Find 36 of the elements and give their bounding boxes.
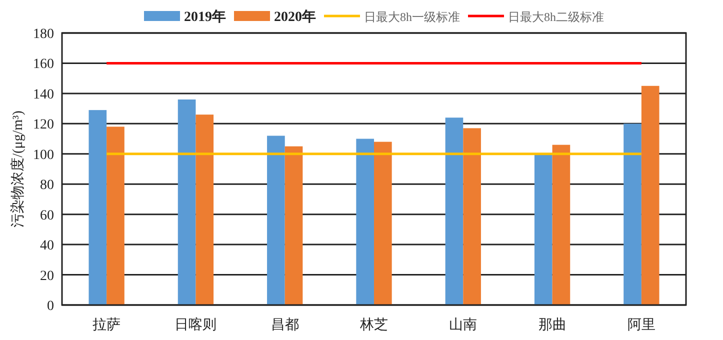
y-tick-label: 180 <box>33 27 54 42</box>
y-tick-label: 40 <box>40 238 54 254</box>
x-tick-label: 阿里 <box>627 318 656 333</box>
x-tick-label: 拉萨 <box>92 317 121 333</box>
bar <box>463 128 481 305</box>
legend-label: 日最大8h二级标准 <box>508 10 604 24</box>
x-tick-label: 昌都 <box>270 317 299 333</box>
bar <box>552 144 570 305</box>
y-axis-title: 污染物浓度/(μg/m³) <box>10 110 26 228</box>
x-tick-label: 山南 <box>449 317 478 333</box>
bar <box>641 86 660 305</box>
y-tick-label: 120 <box>33 118 54 133</box>
bar <box>284 146 303 305</box>
y-tick-label: 100 <box>33 148 54 163</box>
y-tick-label: 0 <box>47 299 54 314</box>
bar <box>267 136 285 305</box>
bar <box>534 154 552 305</box>
legend-label: 2020年 <box>274 9 316 25</box>
legend-label: 2019年 <box>184 9 226 25</box>
bar <box>88 110 107 305</box>
bar <box>106 126 124 305</box>
bar <box>374 142 392 305</box>
y-tick-label: 160 <box>33 57 54 72</box>
y-tick-label: 140 <box>33 87 54 102</box>
bar <box>445 118 464 305</box>
bar <box>196 114 214 305</box>
y-tick-label: 80 <box>40 178 54 194</box>
x-tick-label: 日喀则 <box>174 317 217 333</box>
bar <box>356 138 374 305</box>
bar <box>178 99 196 305</box>
y-tick-label: 60 <box>40 208 54 224</box>
bar <box>624 124 642 305</box>
legend-label: 日最大8h一级标准 <box>364 10 460 24</box>
x-tick-label: 那曲 <box>538 317 566 333</box>
x-tick-label: 林芝 <box>359 317 388 333</box>
y-tick-label: 20 <box>40 268 54 284</box>
